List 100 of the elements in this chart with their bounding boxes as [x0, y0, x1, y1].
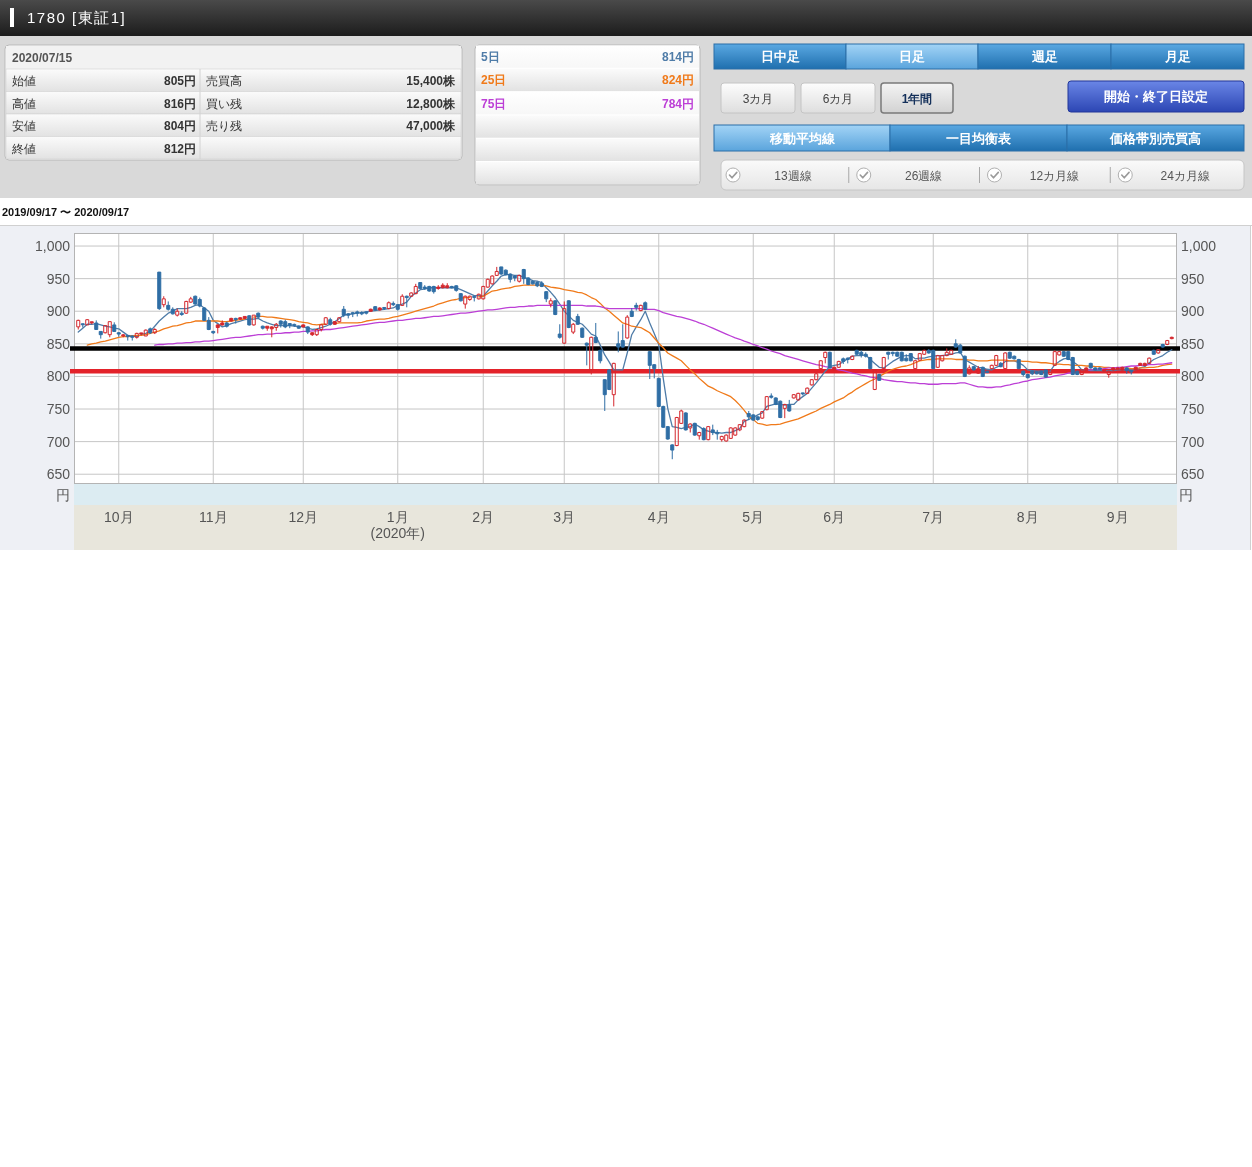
candlestick [373, 305, 378, 312]
candlestick [215, 323, 220, 334]
candlestick [314, 328, 319, 337]
candlestick [341, 305, 346, 318]
candlestick [1043, 368, 1048, 379]
candlestick [854, 349, 859, 356]
text: 買い残 [206, 96, 242, 111]
text: 月足 [1163, 49, 1191, 64]
candlestick [301, 323, 306, 329]
candlestick [328, 317, 333, 327]
candlestick [107, 321, 112, 338]
y-tick-label: 1,000 [34, 238, 71, 255]
y2-tick-label: 700 [1181, 433, 1205, 450]
candlestick [157, 271, 162, 311]
candlestick [728, 426, 733, 440]
candlestick [782, 403, 787, 419]
candlestick [886, 351, 891, 360]
candlestick [868, 356, 873, 370]
y-tick-label: 700 [46, 433, 71, 450]
candlestick [337, 316, 342, 323]
candlestick [598, 349, 603, 364]
candlestick [1034, 370, 1039, 375]
candlestick [1124, 366, 1129, 375]
candlestick [719, 435, 724, 443]
candlestick [1025, 373, 1030, 379]
candlestick [283, 319, 288, 329]
candlestick [166, 300, 171, 312]
text: 12,800株 [406, 96, 456, 111]
candlestick [103, 325, 108, 334]
candlestick [949, 349, 954, 356]
y-tick-label: 650 [46, 466, 71, 483]
candlestick [1165, 339, 1170, 346]
text: 安値 [12, 119, 36, 133]
text: 15,400株 [406, 74, 456, 88]
candlestick [436, 284, 441, 291]
candlestick [751, 413, 756, 422]
candlestick [562, 300, 567, 345]
candlestick [512, 274, 517, 282]
candlestick [589, 336, 594, 375]
candlestick [224, 321, 229, 329]
candlestick [845, 357, 850, 364]
candlestick [139, 332, 144, 336]
text: 移動平均線 [768, 130, 836, 146]
candlestick [395, 303, 400, 312]
candlestick [121, 333, 126, 338]
candlestick [287, 322, 292, 329]
candlestick [238, 316, 243, 321]
candlestick [112, 321, 117, 332]
candlestick [256, 312, 261, 319]
x-tick-label: 1月 (2020年) [370, 509, 425, 542]
candlestick [935, 354, 940, 369]
candlestick [1138, 362, 1143, 367]
candlestick [895, 351, 900, 358]
candlestick [179, 310, 184, 317]
candlestick [98, 330, 103, 340]
candlestick [980, 366, 985, 378]
candlestick [143, 328, 148, 337]
y-tick-label: 800 [46, 368, 71, 385]
candlestick [863, 351, 868, 359]
y2-tick-label: 950 [1181, 270, 1205, 287]
candlestick [350, 311, 355, 318]
candlestick [818, 359, 823, 370]
candlestick [1007, 351, 1012, 360]
candlestick [859, 349, 864, 359]
text: 1780 [東証1] [27, 9, 127, 26]
candlestick [377, 306, 382, 312]
text: 2020/07/15 [12, 51, 73, 65]
candlestick [539, 280, 544, 288]
candlestick [548, 297, 553, 308]
candlestick [1003, 351, 1008, 370]
candlestick [305, 325, 310, 335]
text: 日中足 [760, 49, 800, 64]
candlestick [431, 285, 436, 295]
text: 売り残 [206, 119, 242, 133]
candlestick [643, 300, 648, 311]
candlestick [778, 400, 783, 419]
text: 824円 [661, 73, 694, 88]
candlestick [463, 295, 468, 310]
candlestick [211, 330, 216, 335]
x-tick-label: 11月 [198, 509, 228, 525]
text: 12カ月線 [1029, 169, 1080, 183]
candlestick [386, 300, 391, 310]
candlestick [683, 411, 688, 432]
candlestick [296, 325, 301, 330]
text: 814円 [661, 50, 694, 64]
text: 24カ月線 [1160, 169, 1210, 183]
candlestick [706, 425, 711, 441]
candlestick [1097, 366, 1102, 371]
candlestick [742, 418, 747, 428]
candlestick [94, 319, 99, 330]
text: 一目均衡表 [946, 130, 1012, 146]
y-tick-label: 750 [46, 401, 71, 418]
candlestick [1129, 369, 1134, 375]
text: 26週線 [905, 169, 943, 183]
candlestick [184, 300, 189, 315]
candlestick [733, 426, 738, 437]
y2-tick-label: 850 [1181, 335, 1205, 352]
candlestick [557, 323, 562, 340]
candlestick [944, 347, 949, 357]
text: 812円 [163, 141, 196, 156]
